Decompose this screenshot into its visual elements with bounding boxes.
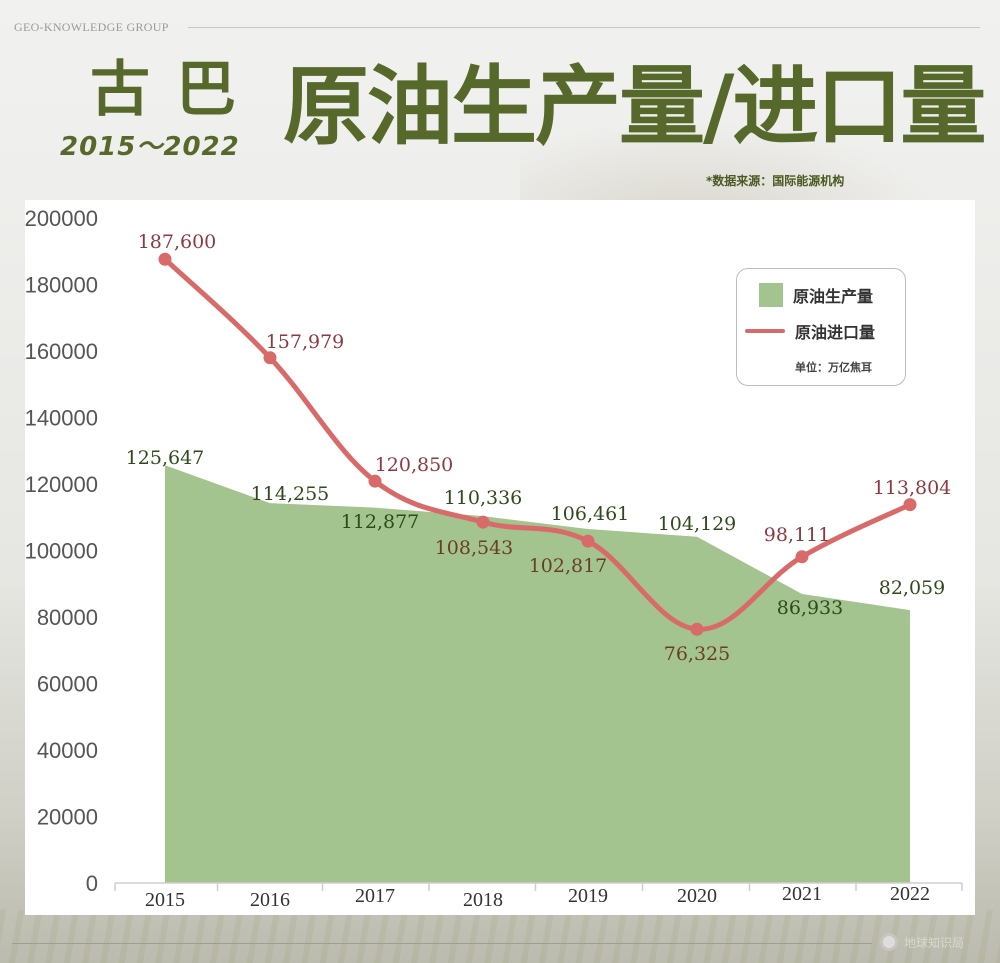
import-data-point <box>368 474 382 488</box>
legend-item-production: 原油生产量 <box>737 283 873 307</box>
header-divider <box>188 27 980 28</box>
y-tick-label: 40000 <box>37 738 98 763</box>
import-data-point <box>158 252 172 266</box>
import-data-point <box>476 515 490 529</box>
y-tick-label: 180000 <box>25 273 98 298</box>
import-value-label: 187,600 <box>138 231 217 253</box>
data-source-note: *数据来源：国际能源机构 <box>706 174 845 188</box>
x-tick-label: 2018 <box>463 889 503 911</box>
x-tick-label: 2021 <box>782 883 822 905</box>
chart-legend: 原油生产量 原油进口量 单位：万亿焦耳 <box>736 268 906 386</box>
brand-label: GEO-KNOWLEDGE GROUP <box>14 20 169 34</box>
y-tick-label: 100000 <box>25 539 98 564</box>
production-value-label: 104,129 <box>658 513 737 535</box>
y-axis: 0 20000 40000 60000 80000 100000 120000 140000 1… <box>25 206 98 896</box>
legend-unit: 单位：万亿焦耳 <box>795 361 872 374</box>
legend-label-production: 原油生产量 <box>793 287 874 306</box>
chart-canvas: 0 20000 40000 60000 80000 100000 120000 140000 1… <box>25 206 963 911</box>
production-value-label: 106,461 <box>551 503 630 525</box>
data-labels: 125,647 114,255 112,877 110,336 106,461 104,1… <box>126 231 952 665</box>
import-line <box>158 252 917 636</box>
import-value-label: 120,850 <box>375 454 454 476</box>
import-value-label: 98,111 <box>764 524 830 546</box>
legend-item-import: 原油进口量 <box>737 319 875 343</box>
import-data-point <box>263 351 277 365</box>
production-value-label: 82,059 <box>879 577 945 599</box>
import-value-label: 113,804 <box>873 477 952 499</box>
x-axis: 2015 2016 2017 2018 2019 2020 2021 2022 <box>114 882 963 911</box>
y-tick-label: 60000 <box>37 672 98 697</box>
footer-divider <box>12 943 872 944</box>
import-data-point <box>690 622 704 636</box>
legend-label-import: 原油进口量 <box>795 323 876 342</box>
import-line-icon <box>745 329 785 333</box>
y-tick-label: 200000 <box>25 206 98 231</box>
page-title: 原油生产量/进口量 <box>283 57 986 157</box>
y-tick-label: 160000 <box>25 339 98 364</box>
import-value-label: 76,325 <box>664 643 730 665</box>
title-years: 2015～2022 <box>60 132 240 162</box>
title-country: 古巴 <box>90 55 262 125</box>
logo-icon <box>880 933 898 951</box>
x-tick-label: 2017 <box>355 885 395 907</box>
production-value-label: 112,877 <box>341 511 420 533</box>
import-value-label: 108,543 <box>435 537 514 559</box>
y-tick-label: 140000 <box>25 406 98 431</box>
production-value-label: 86,933 <box>777 597 843 619</box>
production-value-label: 110,336 <box>444 487 523 509</box>
production-swatch-icon <box>759 283 783 307</box>
import-value-label: 102,817 <box>529 555 608 577</box>
y-tick-label: 80000 <box>37 605 98 630</box>
background-texture <box>0 910 1000 963</box>
y-tick-label: 120000 <box>25 472 98 497</box>
x-tick-label: 2016 <box>250 889 290 911</box>
y-tick-label: 20000 <box>37 805 98 830</box>
import-data-point <box>581 534 595 548</box>
x-tick-label: 2015 <box>145 889 185 911</box>
production-value-label: 114,255 <box>251 483 330 505</box>
import-value-label: 157,979 <box>266 331 345 353</box>
import-data-point <box>903 498 917 512</box>
footer-logo: 地球知识局 <box>880 933 964 951</box>
x-tick-label: 2020 <box>677 885 717 907</box>
import-data-point <box>795 550 809 564</box>
production-value-label: 125,647 <box>126 447 205 469</box>
production-area-shape <box>165 465 910 883</box>
y-tick-label: 0 <box>86 871 98 896</box>
x-tick-label: 2019 <box>568 885 608 907</box>
production-area <box>165 465 910 883</box>
footer-logo-text: 地球知识局 <box>904 935 965 950</box>
x-tick-label: 2022 <box>890 883 930 905</box>
